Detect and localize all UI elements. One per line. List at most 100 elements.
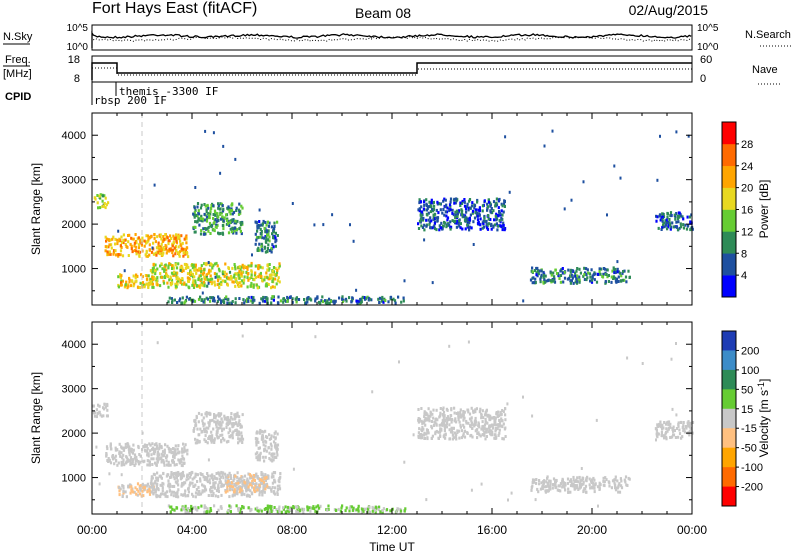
echo-region-4 xyxy=(192,202,244,236)
cpid-panel: CPID rbsp 200 IF themis -3300 IF xyxy=(5,82,218,107)
nsearch-tick-bottom: 10^0 xyxy=(697,42,719,53)
colorbar-tick-label: 50 xyxy=(741,384,753,396)
echo-region-9 xyxy=(655,211,694,232)
colorbar-swatch xyxy=(722,253,736,276)
echo-region-8 xyxy=(417,406,507,441)
station-title: Fort Hays East (fitACF) xyxy=(92,0,257,17)
colorbar-tick-label: 24 xyxy=(741,161,753,173)
colorbar-tick-label: -50 xyxy=(741,443,757,455)
nsky-tick-top: 10^5 xyxy=(67,23,89,34)
colorbar-swatch xyxy=(722,165,736,188)
nave-tick-60: 60 xyxy=(700,54,712,66)
colorbar-tick-label: 100 xyxy=(741,365,759,377)
echo-region-6 xyxy=(254,428,280,463)
time-tick-label: 08:00 xyxy=(277,523,307,537)
colorbar-swatch xyxy=(722,143,736,167)
echo-region-2 xyxy=(117,273,155,290)
colorbar-swatch xyxy=(722,231,736,254)
freq-label-line2: [MHz] xyxy=(3,68,32,80)
colorbar-tick-label: 15 xyxy=(741,404,753,416)
colorbar-swatch xyxy=(722,408,736,429)
colorbar-swatch xyxy=(722,389,736,410)
colorbar-tick-label: 200 xyxy=(741,345,759,357)
colorbar-swatch xyxy=(722,331,736,351)
velocity-axes: 1000 2000 3000 4000 xyxy=(62,322,693,514)
time-axis: 00:00 04:00 08:00 12:00 16:00 20:00 00:00 xyxy=(77,523,707,537)
y-tick-label: 4000 xyxy=(62,130,86,142)
colorbar-tick-label: 4 xyxy=(741,270,747,282)
time-tick-label: 16:00 xyxy=(477,523,507,537)
colorbar-swatch xyxy=(722,486,736,507)
colorbar-tick-label: 8 xyxy=(741,248,747,260)
echo-region-5 xyxy=(254,219,279,254)
power-axes: 1000 2000 3000 4000 xyxy=(62,113,693,305)
colorbar-tick-label: 16 xyxy=(741,205,753,217)
time-axis-label: Time UT xyxy=(369,540,415,554)
time-tick-label: 00:00 xyxy=(77,523,107,537)
colorbar-swatch xyxy=(722,467,736,487)
y-tick-label: 2000 xyxy=(62,219,86,231)
freq-tick-8: 8 xyxy=(74,73,80,85)
cpid-label: CPID xyxy=(5,91,31,103)
y-tick-label: 1000 xyxy=(62,473,86,485)
echo-region-9 xyxy=(530,475,631,494)
colorbar-tick-label: 20 xyxy=(741,183,753,195)
colorbar-tick-label: -200 xyxy=(741,482,763,494)
echo-region-1 xyxy=(105,442,189,468)
echo-region-6 xyxy=(167,295,405,305)
echo-region-4 xyxy=(224,473,269,494)
echo-region-0 xyxy=(93,193,110,210)
colorbar-swatch xyxy=(722,369,736,390)
freq-label-line1: Freq. xyxy=(5,54,31,66)
colorbar-swatch xyxy=(722,447,736,468)
colorbar-swatch xyxy=(722,209,736,232)
nsearch-tick-top: 10^5 xyxy=(697,23,719,34)
colorbar-swatch xyxy=(722,122,736,145)
beam-label: Beam 08 xyxy=(355,5,411,21)
colorbar-swatch xyxy=(722,428,736,448)
time-tick-label: 12:00 xyxy=(377,523,407,537)
time-tick-label: 04:00 xyxy=(177,523,207,537)
freq-panel: Freq. [MHz] 18 8 60 0 Nave xyxy=(3,54,782,85)
freq-tick-18: 18 xyxy=(68,54,80,66)
nsky-tick-bottom: 10^0 xyxy=(67,42,89,53)
colorbar-swatch xyxy=(722,275,736,298)
nave-tick-0: 0 xyxy=(700,73,706,85)
colorbar-tick-label: 12 xyxy=(741,226,753,238)
power-colorbar-label: Power [dB] xyxy=(757,180,771,239)
nave-label: Nave xyxy=(752,64,778,76)
echo-region-8 xyxy=(529,266,631,285)
velocity-panel: 1000 2000 3000 4000 Slant Range [km] 200 100… xyxy=(29,321,771,515)
nave-line xyxy=(92,67,692,76)
power-colorbar: 4 8 12 16 20 24 28 xyxy=(721,121,753,298)
colorbar-tick-label: -100 xyxy=(741,462,763,474)
freq-line xyxy=(91,62,692,80)
colorbar-tick-label: -15 xyxy=(741,423,757,435)
velocity-colorbar-label: Velocity [m s-1] xyxy=(756,379,771,458)
echo-region-10 xyxy=(654,420,695,441)
colorbar-swatch xyxy=(722,350,736,371)
echo-region-0 xyxy=(92,402,109,419)
power-panel: 1000 2000 3000 4000 Slant Range [km] 4 8 12 16… xyxy=(29,112,771,306)
power-y-label: Slant Range [km] xyxy=(29,163,43,255)
velocity-data xyxy=(92,334,695,514)
y-tick-label: 3000 xyxy=(62,175,86,187)
colorbar-tick-label: 28 xyxy=(741,139,753,151)
nsky-line xyxy=(91,30,692,48)
nsearch-label: N.Search xyxy=(745,29,791,41)
velocity-colorbar: 200 100 50 15 -15 -50 -100 -200 xyxy=(721,330,763,507)
date-label: 02/Aug/2015 xyxy=(629,2,709,18)
cpid-mode-rbsp: rbsp 200 IF xyxy=(94,94,167,107)
echo-region-5 xyxy=(192,411,245,445)
echo-region-7 xyxy=(167,504,407,514)
time-tick-label: 20:00 xyxy=(577,523,607,537)
y-tick-label: 2000 xyxy=(62,428,86,440)
time-tick-label: 00:00 xyxy=(677,523,707,537)
velocity-y-label: Slant Range [km] xyxy=(29,372,43,464)
cpid-mode-themis: themis -3300 IF xyxy=(119,85,218,98)
colorbar-swatch xyxy=(722,187,736,210)
nsky-panel: N.Sky 10^5 10^0 10^5 10^0 N.Search xyxy=(3,23,792,53)
echo-region-7 xyxy=(417,197,507,232)
echo-region-1 xyxy=(104,233,190,259)
